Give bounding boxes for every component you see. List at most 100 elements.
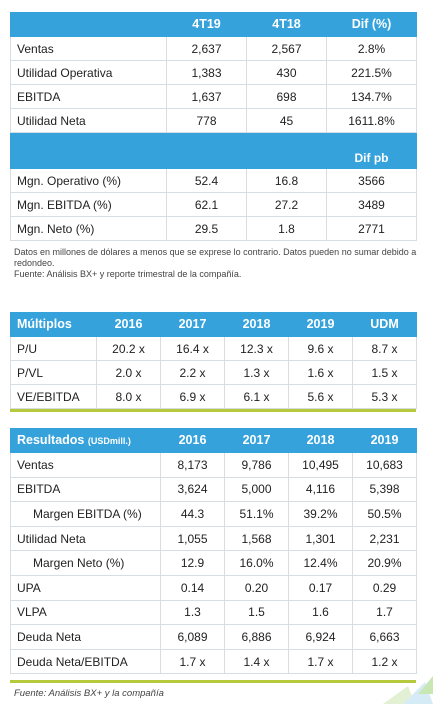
cell-value: 2,567 bbox=[246, 36, 327, 61]
cell-value: 2.0 x bbox=[96, 360, 161, 385]
results-title: Resultados bbox=[17, 433, 85, 448]
cell-value: 1.6 x bbox=[288, 360, 353, 385]
table-row: Utilidad Neta 778 45 1611.8% bbox=[10, 108, 417, 133]
cell-value: 698 bbox=[246, 84, 327, 109]
cell-value: 221.5% bbox=[326, 60, 417, 85]
table-row: Margen EBITDA (%) 44.3 51.1% 39.2% 50.5% bbox=[10, 501, 417, 527]
header-cell: 2016 bbox=[96, 312, 161, 337]
row-label: VLPA bbox=[10, 599, 161, 626]
cell-value: 1.5 x bbox=[352, 360, 417, 385]
cell-value: 1.6 bbox=[288, 599, 353, 626]
row-label: Utilidad Neta bbox=[10, 525, 161, 552]
table-row: P/U 20.2 x 16.4 x 12.3 x 9.6 x 8.7 x bbox=[10, 336, 417, 361]
cell-value: 62.1 bbox=[166, 192, 247, 217]
cell-value: 2771 bbox=[326, 216, 417, 241]
table-row: VE/EBITDA 8.0 x 6.9 x 6.1 x 5.6 x 5.3 x bbox=[10, 384, 417, 409]
header-cell bbox=[10, 12, 167, 37]
cell-value: 50.5% bbox=[352, 501, 417, 527]
cell-value: 1.7 x bbox=[160, 648, 225, 675]
cell-value: 2.2 x bbox=[160, 360, 225, 385]
cell-value: 2.8% bbox=[326, 36, 417, 61]
cell-value: 1.5 bbox=[224, 599, 289, 626]
row-label: P/VL bbox=[10, 360, 97, 385]
cell-value: 6,663 bbox=[352, 624, 417, 650]
divider-rule bbox=[10, 409, 416, 412]
cell-value: 9.6 x bbox=[288, 336, 353, 361]
header-cell: 4T19 bbox=[166, 12, 247, 37]
cell-value: 0.20 bbox=[224, 574, 289, 601]
row-label: Deuda Neta/EBITDA bbox=[10, 648, 161, 675]
cell-value: 6,886 bbox=[224, 624, 289, 650]
cell-value: 1,637 bbox=[166, 84, 247, 109]
table-header-row: 4T19 4T18 Dif (%) bbox=[10, 12, 417, 37]
table-header-row: Múltiplos 2016 2017 2018 2019 UDM bbox=[10, 312, 417, 337]
cell-value: 12.4% bbox=[288, 550, 353, 576]
row-label: Mgn. Neto (%) bbox=[10, 216, 167, 241]
table-row: Ventas 8,173 9,786 10,495 10,683 bbox=[10, 452, 417, 478]
cell-value: 4,116 bbox=[288, 476, 353, 503]
row-label: Margen EBITDA (%) bbox=[10, 501, 161, 527]
header-cell: 4T18 bbox=[246, 12, 327, 37]
note-line: Datos en millones de dólares a menos que… bbox=[14, 247, 417, 268]
row-label: Margen Neto (%) bbox=[10, 550, 161, 576]
row-label: EBITDA bbox=[10, 84, 167, 109]
table-row: Deuda Neta/EBITDA 1.7 x 1.4 x 1.7 x 1.2 … bbox=[10, 648, 417, 675]
header-cell: Dif (%) bbox=[326, 12, 417, 37]
cell-value: 5,000 bbox=[224, 476, 289, 503]
cell-value: 10,683 bbox=[352, 452, 417, 478]
cell-value: 51.1% bbox=[224, 501, 289, 527]
divider-rule bbox=[10, 680, 416, 683]
header-cell: 2019 bbox=[352, 428, 417, 453]
cell-value: 3,624 bbox=[160, 476, 225, 503]
cell-value: 6,924 bbox=[288, 624, 353, 650]
table-row: EBITDA 1,637 698 134.7% bbox=[10, 84, 417, 109]
cell-value: 2,637 bbox=[166, 36, 247, 61]
blank-cell bbox=[166, 132, 247, 169]
cell-value: 12.9 bbox=[160, 550, 225, 576]
cell-value: 5.6 x bbox=[288, 384, 353, 409]
cell-value: 20.2 x bbox=[96, 336, 161, 361]
table-row: UPA 0.14 0.20 0.17 0.29 bbox=[10, 574, 417, 601]
cell-value: 778 bbox=[166, 108, 247, 133]
table-row: Utilidad Neta 1,055 1,568 1,301 2,231 bbox=[10, 525, 417, 552]
row-label: Ventas bbox=[10, 36, 167, 61]
quarterly-summary-table: 4T19 4T18 Dif (%) Ventas 2,637 2,567 2.8… bbox=[10, 12, 417, 241]
row-label: Utilidad Neta bbox=[10, 108, 167, 133]
cell-value: 8.7 x bbox=[352, 336, 417, 361]
cell-value: 1.7 x bbox=[288, 648, 353, 675]
table-row: Mgn. Operativo (%) 52.4 16.8 3566 bbox=[10, 168, 417, 193]
row-label: VE/EBITDA bbox=[10, 384, 97, 409]
cell-value: 27.2 bbox=[246, 192, 327, 217]
header-cell: 2018 bbox=[224, 312, 289, 337]
header-cell: 2016 bbox=[160, 428, 225, 453]
blank-cell bbox=[10, 132, 167, 169]
multiples-table: Múltiplos 2016 2017 2018 2019 UDM P/U 20… bbox=[10, 312, 417, 409]
cell-value: 1,301 bbox=[288, 525, 353, 552]
cell-value: 20.9% bbox=[352, 550, 417, 576]
cell-value: 1,383 bbox=[166, 60, 247, 85]
table-subheader-row: Dif pb bbox=[10, 132, 417, 169]
row-label: Deuda Neta bbox=[10, 624, 161, 650]
cell-value: 1.2 x bbox=[352, 648, 417, 675]
cell-value: 6.1 x bbox=[224, 384, 289, 409]
table-row: Mgn. EBITDA (%) 62.1 27.2 3489 bbox=[10, 192, 417, 217]
header-cell: 2019 bbox=[288, 312, 353, 337]
cell-value: 10,495 bbox=[288, 452, 353, 478]
cell-value: 16.8 bbox=[246, 168, 327, 193]
cell-value: 1.3 bbox=[160, 599, 225, 626]
cell-value: 45 bbox=[246, 108, 327, 133]
cell-value: 134.7% bbox=[326, 84, 417, 109]
table-row: Mgn. Neto (%) 29.5 1.8 2771 bbox=[10, 216, 417, 241]
cell-value: 1.3 x bbox=[224, 360, 289, 385]
cell-value: 39.2% bbox=[288, 501, 353, 527]
blank-cell bbox=[246, 132, 327, 169]
row-label: UPA bbox=[10, 574, 161, 601]
cell-value: 2,231 bbox=[352, 525, 417, 552]
row-label: EBITDA bbox=[10, 476, 161, 503]
table-row: P/VL 2.0 x 2.2 x 1.3 x 1.6 x 1.5 x bbox=[10, 360, 417, 385]
table-header-row: Resultados (USDmill.) 2016 2017 2018 201… bbox=[10, 428, 417, 453]
cell-value: 12.3 x bbox=[224, 336, 289, 361]
table-row: Ventas 2,637 2,567 2.8% bbox=[10, 36, 417, 61]
cell-value: 5.3 x bbox=[352, 384, 417, 409]
row-label: Mgn. EBITDA (%) bbox=[10, 192, 167, 217]
